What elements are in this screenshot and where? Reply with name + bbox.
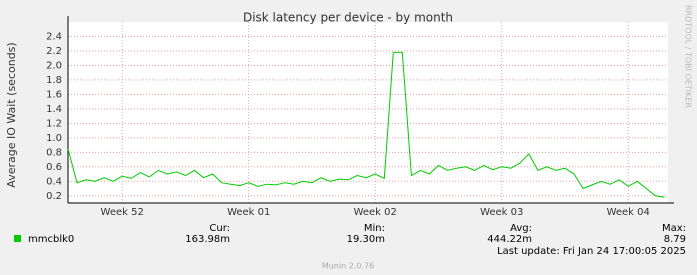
y-tick-label: 0.2 (46, 191, 62, 202)
footer: Munin 2.0.76 (322, 262, 374, 271)
legend-label: mmcblk0 (28, 234, 74, 245)
stat-value: 8.79 (664, 234, 686, 245)
x-tick-label: Week 02 (354, 207, 397, 218)
y-tick-label: 1.8 (46, 75, 62, 86)
y-tick-label: 0.4 (46, 176, 62, 187)
stat-label: Min: (364, 223, 385, 234)
y-tick-label: 1.4 (46, 104, 62, 115)
x-tick-label: Week 04 (607, 207, 650, 218)
plot-area (68, 22, 668, 203)
last-update: Last update: Fri Jan 24 17:00:05 2025 (497, 246, 686, 257)
y-tick-label: 0.8 (46, 147, 62, 158)
stat-value: 163.98m (185, 234, 230, 245)
stat-label: Cur: (209, 223, 230, 234)
y-tick-label: 2.2 (46, 46, 62, 57)
stat-value: 444.22m (487, 234, 532, 245)
y-tick-label: 0.6 (46, 162, 62, 173)
x-tick-label: Week 01 (227, 207, 270, 218)
stat-label: Max: (662, 223, 686, 234)
stat-label: Avg: (510, 223, 532, 234)
legend-swatch (14, 235, 21, 242)
side-text: RRDTOOL / TOBI OETIKER (684, 5, 693, 108)
y-tick-label: 2.4 (46, 31, 62, 42)
y-tick-label: 1.0 (46, 133, 62, 144)
y-tick-label: 1.2 (46, 118, 62, 129)
y-tick-label: 2.0 (46, 60, 62, 71)
series-line (67, 51, 665, 198)
y-axis-label: Average IO Wait (seconds) (5, 42, 18, 187)
x-tick-label: Week 52 (101, 207, 144, 218)
y-tick-label: 1.6 (46, 89, 62, 100)
chart-title: Disk latency per device - by month (243, 11, 453, 25)
x-tick-label: Week 03 (480, 207, 523, 218)
stat-value: 19.30m (347, 234, 385, 245)
